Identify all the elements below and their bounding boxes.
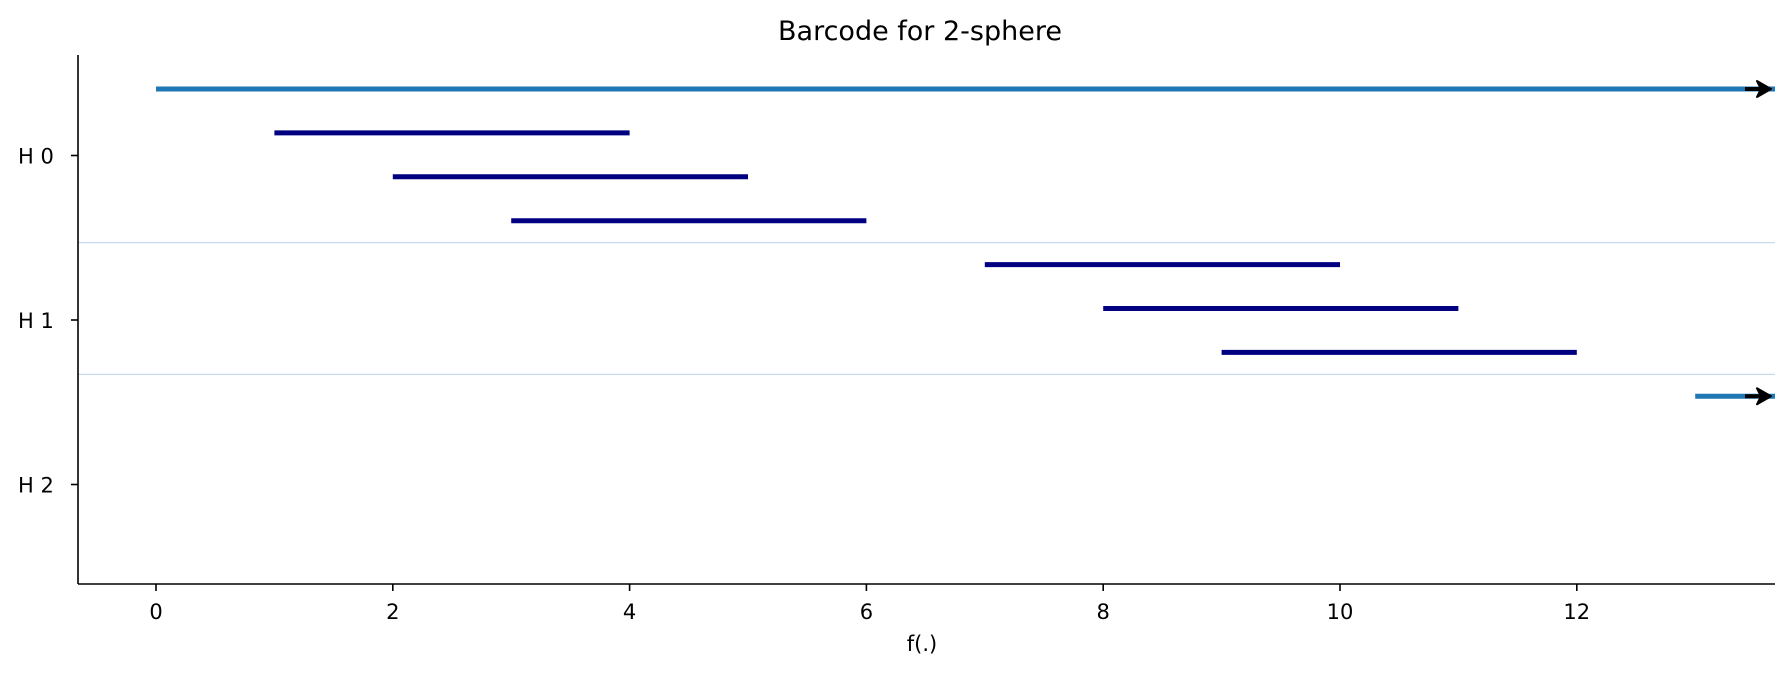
x-tick-label: 10: [1327, 600, 1354, 624]
bars: [156, 86, 1775, 399]
y-tick-label: H 2: [18, 474, 54, 498]
y-tick-label: H 0: [18, 145, 54, 169]
x-tick-label: 8: [1097, 600, 1110, 624]
x-tick-label: 2: [386, 600, 399, 624]
x-tick-label: 12: [1563, 600, 1590, 624]
x-tick-label: 0: [149, 600, 162, 624]
x-axis-label: f(.): [907, 632, 937, 656]
x-tick-label: 6: [860, 600, 873, 624]
group-separators: [78, 241, 1775, 376]
x-tick-label: 4: [623, 600, 636, 624]
y-ticks: H 0 H 1 H 2: [18, 145, 78, 498]
chart-title: Barcode for 2-sphere: [778, 16, 1062, 47]
x-ticks: 0 2 4 6 8 10 12: [149, 584, 1590, 624]
infinite-arrows: [1745, 80, 1772, 406]
y-tick-label: H 1: [18, 309, 54, 333]
arrow-head: [1756, 387, 1772, 406]
arrow-head: [1756, 80, 1772, 98]
